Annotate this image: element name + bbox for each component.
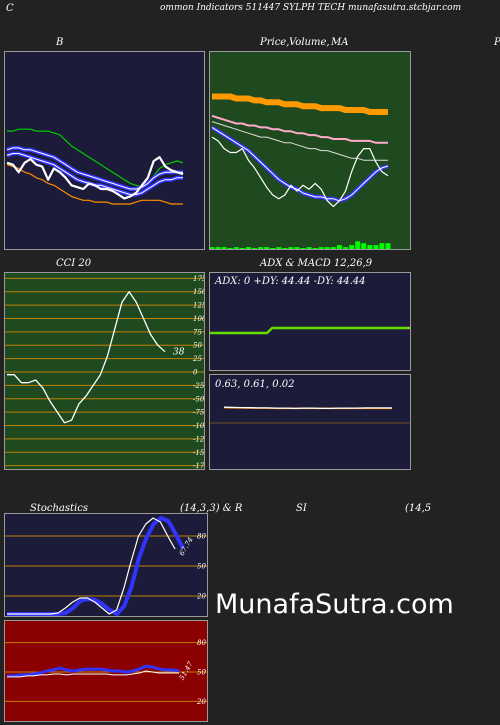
- volume-bar: [385, 243, 391, 249]
- cci-tick-label: 175: [193, 275, 205, 283]
- volume-bar: [227, 248, 233, 249]
- volume-bar: [343, 247, 348, 249]
- price-panel: [209, 51, 411, 250]
- bb-panel: [4, 51, 205, 250]
- adx-line: [210, 326, 410, 335]
- rsi-line: [7, 664, 180, 678]
- volume-bar: [239, 248, 245, 249]
- cci-tick-label: 75: [193, 328, 202, 336]
- volume-bar: [221, 247, 227, 249]
- volume-bar: [288, 247, 294, 249]
- volume-bar: [233, 247, 239, 249]
- volume-bar: [373, 245, 379, 249]
- cci-tick-label: 50: [193, 342, 202, 350]
- volume-bar: [282, 248, 288, 249]
- rsi-tick-label: 20: [196, 698, 206, 706]
- volume-bar: [361, 243, 367, 249]
- price-ma-pink: [211, 114, 388, 144]
- cci-last-value: 38: [173, 348, 185, 358]
- volume-bar: [245, 247, 251, 249]
- stoch-panel: 80 50 20 67.74: [4, 513, 208, 617]
- volume-bar: [210, 247, 215, 249]
- cci-tick-label: 150: [193, 288, 205, 296]
- price-ma-grey: [211, 121, 388, 161]
- cci-tick-label: 25: [192, 355, 202, 363]
- price-title-volume: Volume,: [289, 37, 330, 48]
- volume-bar: [324, 247, 330, 249]
- macd-chart: [210, 406, 410, 424]
- mfi-line: [7, 670, 179, 678]
- price-title-price: Price,: [260, 37, 290, 48]
- bb-price-line: [6, 156, 184, 200]
- cci-tick-label: 0: [193, 369, 198, 377]
- volume-bar: [367, 245, 373, 249]
- volume-bar: [294, 247, 300, 249]
- volume-bar: [300, 248, 306, 249]
- stoch-d-line: [7, 517, 176, 615]
- volume-bar: [318, 247, 324, 249]
- rsi-chart: 80 50 20 51.47: [5, 639, 207, 706]
- stoch-title: Stochastics: [30, 503, 88, 514]
- cci-tick-label: -175: [193, 462, 205, 470]
- adx-title: ADX & MACD 12,26,9: [260, 258, 373, 269]
- price-edge-letter: P: [494, 37, 500, 48]
- volume-bar: [306, 247, 312, 249]
- volume-bar: [336, 245, 342, 249]
- price-ma-blue: [210, 125, 389, 203]
- adx-readout: ADX: 0 +DY: 44.44 -DY: 44.44: [215, 276, 366, 287]
- cci-tick-label: -100: [193, 422, 205, 430]
- cci-tick-label: 100: [193, 315, 205, 323]
- volume-bar: [355, 241, 361, 249]
- bb-average-core: [6, 147, 183, 190]
- stoch-tick-label: 20: [196, 593, 206, 601]
- header-left-letter: C: [6, 3, 14, 14]
- cci-tick-label: 125: [193, 302, 205, 310]
- cci-tick-label: -150: [193, 449, 205, 457]
- rsi-title: SI: [296, 503, 307, 514]
- rsi-params: (14,5: [405, 503, 432, 514]
- volume-bar: [264, 247, 270, 249]
- cci-line: [7, 291, 166, 424]
- stoch-tick-label: 80: [197, 533, 206, 541]
- volume-bar: [270, 248, 276, 249]
- price-title-ma: MA: [331, 37, 349, 48]
- price-ma-band: [212, 93, 388, 115]
- cci-tick-label: -25: [193, 382, 205, 390]
- rsi-tick-label: 80: [197, 639, 206, 647]
- cci-chart: 175 150 125 100 75 50 25 0 -25 -50 -75 -100 -125 -150…: [5, 275, 205, 470]
- stoch-tick-label: 50: [197, 563, 206, 571]
- rsi-last-value: 51.47: [178, 660, 195, 682]
- volume-bar: [276, 247, 282, 249]
- price-ma-blue-core: [211, 126, 389, 202]
- macd-readout: 0.63, 0.61, 0.02: [215, 379, 295, 390]
- volume-bar: [379, 243, 385, 249]
- adx-panel: ADX: 0 +DY: 44.44 -DY: 44.44: [209, 272, 411, 371]
- cci-tick-label: -125: [193, 435, 205, 443]
- cci-tick-label: -50: [193, 395, 205, 403]
- page-title: ommon Indicators 511447 SYLPH TECH munaf…: [160, 3, 462, 13]
- volume-bar: [258, 247, 264, 249]
- rsi-panel: 80 50 20 51.47: [4, 620, 208, 722]
- watermark: MunafaSutra.com: [215, 589, 454, 620]
- rsi-tick-label: 50: [197, 669, 206, 677]
- volume-bar: [252, 248, 257, 249]
- volume-bar: [349, 245, 355, 249]
- cci-tick-label: -75: [193, 409, 205, 417]
- bb-lower-band: [6, 164, 183, 205]
- volume-bar: [312, 248, 318, 249]
- volume-bar: [215, 247, 221, 249]
- volume-bar: [330, 247, 336, 249]
- price-chart: [210, 93, 391, 249]
- cci-title: CCI 20: [56, 258, 92, 269]
- bb-title: B: [56, 37, 64, 48]
- macd-line: [223, 406, 392, 410]
- cci-panel: 175 150 125 100 75 50 25 0 -25 -50 -75 -100 -125 -150…: [4, 272, 205, 470]
- adx-chart: [210, 326, 410, 335]
- stoch-params: (14,3,3) & R: [180, 503, 243, 514]
- macd-panel: 0.63, 0.61, 0.02: [209, 374, 411, 470]
- bb-chart: [6, 128, 184, 205]
- price-line: [211, 136, 389, 208]
